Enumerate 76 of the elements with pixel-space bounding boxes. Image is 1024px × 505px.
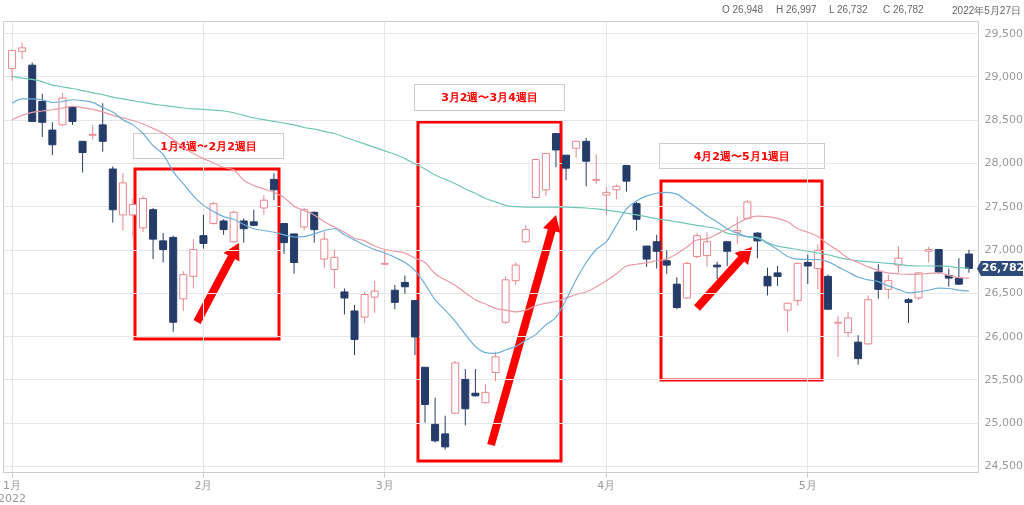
y-tick-label: 28,000 [984, 156, 1023, 170]
y-tick-label: 28,500 [984, 113, 1023, 127]
candlestick [662, 249, 671, 275]
y-tick-label: 26,000 [984, 329, 1023, 343]
candlestick [159, 232, 168, 264]
y-tick-label: 29,500 [984, 26, 1023, 40]
candlestick [632, 201, 641, 231]
candlestick [783, 301, 792, 333]
candlestick [521, 224, 530, 244]
candlestick [300, 207, 309, 231]
candlestick [128, 197, 137, 238]
candlestick [330, 249, 339, 289]
x-tick-label: 3月 [375, 478, 394, 492]
candlestick [310, 210, 319, 244]
candlestick [199, 214, 208, 250]
candlestick [269, 172, 278, 201]
candlestick [713, 261, 722, 280]
candlestick [38, 93, 47, 138]
y-tick-label: 27,000 [984, 243, 1023, 257]
text-box: 3月2週〜3月4週目 [414, 84, 565, 111]
candlestick [441, 415, 450, 450]
candlestick [259, 194, 268, 216]
candlestick [340, 287, 349, 315]
y-tick-label: 27,500 [984, 199, 1023, 213]
candlestick [360, 291, 369, 324]
text-box: 4月2週〜5月1週目 [659, 143, 825, 169]
candlestick [672, 276, 681, 310]
x-tick-label: 5月 [798, 478, 817, 492]
candlestick [511, 262, 520, 286]
candlestick [78, 140, 87, 173]
candlestick [803, 254, 812, 285]
candlestick [481, 384, 490, 405]
y-tick-label: 26,500 [984, 286, 1023, 300]
y-tick-label: 25,500 [984, 372, 1023, 386]
candlestick [400, 275, 409, 295]
y-tick-label: 25,000 [984, 416, 1023, 430]
candlestick [723, 241, 732, 267]
candlestick [8, 49, 17, 82]
candlestick [370, 280, 379, 314]
candlestick [562, 154, 571, 181]
candlestick [602, 186, 611, 216]
candlestick [692, 232, 701, 259]
candlestick [390, 284, 399, 310]
candlestick [280, 223, 289, 255]
candlestick [320, 230, 329, 269]
candlestick [652, 234, 661, 270]
candlestick [98, 102, 107, 153]
candlestick [854, 334, 863, 366]
candlestick [833, 315, 842, 358]
y-tick-label: 29,000 [984, 69, 1023, 83]
candlestick [572, 140, 581, 159]
text: 26,782 [981, 261, 1024, 275]
candlestick [622, 165, 631, 193]
candlestick [592, 153, 601, 185]
candlestick [431, 397, 440, 444]
candlestick [904, 297, 913, 324]
candlestick [582, 137, 591, 187]
candlestick [954, 257, 963, 286]
text: O 26,948 [722, 4, 764, 15]
candlestick [703, 231, 712, 268]
candlestick [844, 311, 853, 338]
text: H 26,997 [776, 4, 817, 15]
candlestick [642, 245, 651, 268]
candlestick [874, 263, 883, 300]
text: C 26,782 [883, 4, 924, 15]
text: 2022年5月27日 [952, 4, 1021, 18]
candlestick [491, 351, 500, 382]
candlestick [471, 368, 480, 398]
candlestick [18, 42, 27, 60]
candlestick [48, 121, 57, 156]
candlestick [551, 133, 560, 168]
x-tick-label: 4月 [597, 478, 616, 492]
x-tick-label: 2月 [194, 478, 213, 492]
y-tick-label: 24,500 [984, 459, 1023, 473]
candlestick [964, 249, 973, 274]
text: L 26,732 [829, 4, 868, 15]
